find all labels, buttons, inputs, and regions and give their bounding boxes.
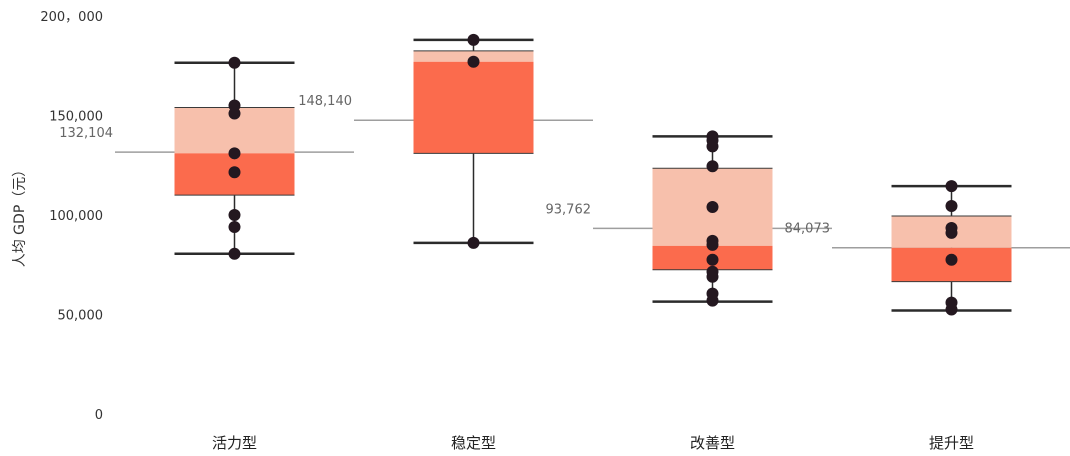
box-4 [891, 180, 1012, 316]
data-point [945, 253, 958, 266]
data-point [467, 55, 480, 68]
data-point [945, 180, 958, 193]
data-point [706, 201, 719, 214]
data-point [945, 200, 958, 213]
box-1 [174, 56, 295, 260]
data-point [706, 238, 719, 251]
data-point [945, 303, 958, 316]
y-tick-label: 100,000 [49, 209, 103, 224]
data-point [228, 56, 241, 69]
data-point [228, 166, 241, 179]
mean-label: 148,140 [298, 94, 352, 109]
y-axis-label: 人均 GDP（元） [12, 163, 28, 268]
x-tick-label: 改善型 [690, 434, 735, 452]
box-lower [413, 61, 534, 154]
data-point [228, 220, 241, 233]
data-point [706, 253, 719, 266]
data-point [228, 147, 241, 160]
data-point [706, 140, 719, 153]
mean-label: 132,104 [59, 126, 113, 141]
data-point [228, 247, 241, 260]
data-point [228, 107, 241, 120]
x-tick-label: 活力型 [212, 434, 257, 452]
boxes [174, 33, 1012, 316]
data-point [706, 270, 719, 283]
y-axis: 0 50,000 100,000 150,000 200，000 [40, 10, 103, 423]
y-tick-label: 0 [95, 408, 103, 423]
box-3 [652, 130, 773, 307]
x-axis: 活力型 稳定型 改善型 提升型 [212, 434, 974, 452]
y-tick-label: 200，000 [40, 10, 103, 25]
mean-label: 93,762 [546, 202, 592, 217]
box-2 [413, 33, 534, 249]
data-point [706, 294, 719, 307]
mean-label: 84,073 [785, 222, 831, 237]
x-tick-label: 稳定型 [451, 434, 496, 452]
x-tick-label: 提升型 [929, 434, 974, 452]
data-point [945, 226, 958, 239]
data-point [467, 236, 480, 249]
data-point [706, 160, 719, 173]
y-tick-label: 50,000 [58, 309, 104, 324]
data-point [228, 209, 241, 222]
data-point [467, 33, 480, 46]
y-tick-label: 150,000 [49, 110, 103, 125]
